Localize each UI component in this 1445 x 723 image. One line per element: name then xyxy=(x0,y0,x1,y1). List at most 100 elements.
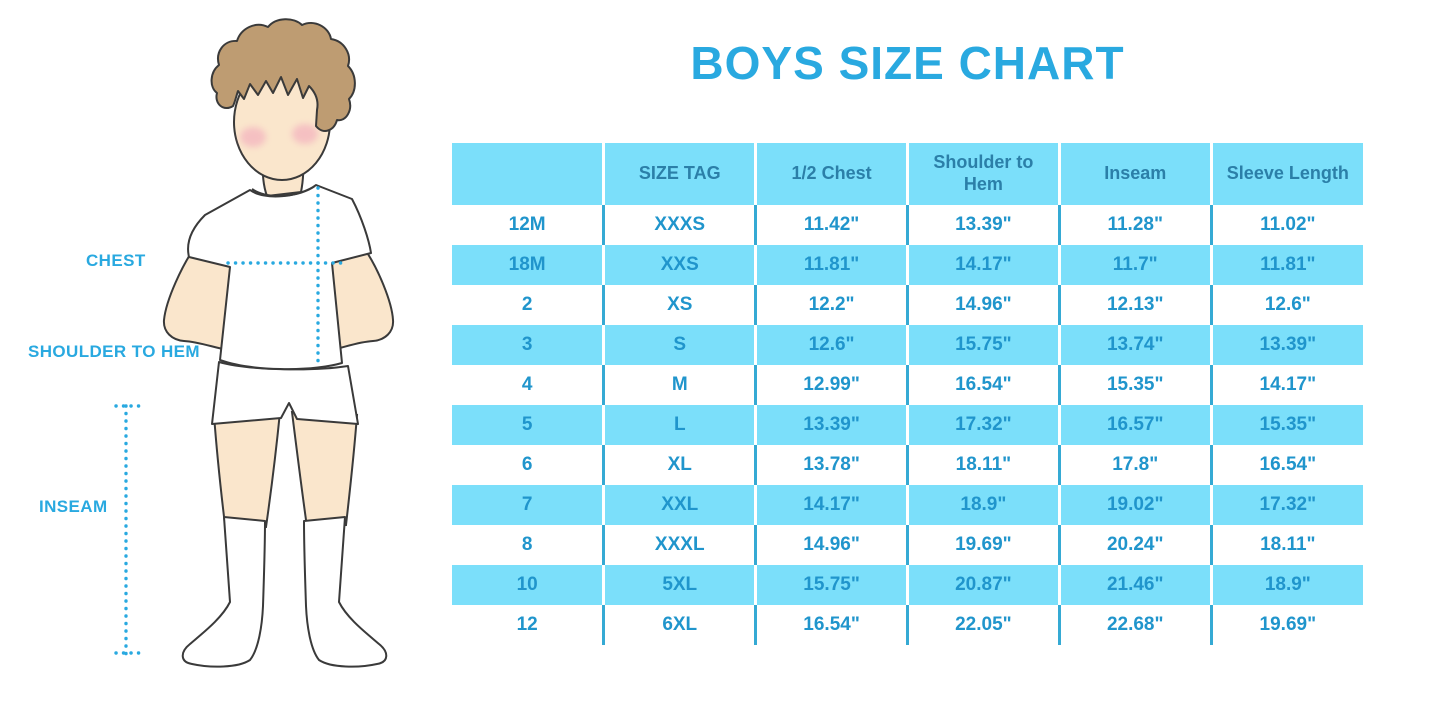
size-table-container: SIZE TAG 1/2 Chest Shoulder to Hem Inseam Sl… xyxy=(452,143,1363,645)
boy-right-cheek xyxy=(292,124,318,144)
measurement-cell: M xyxy=(602,365,756,405)
size-cell: 5 xyxy=(521,413,533,435)
measurement-cell: 21.46" xyxy=(1057,565,1212,605)
measurement-cell: XXL xyxy=(602,485,756,525)
column-header: Shoulder to Hem xyxy=(905,143,1060,205)
measurement-cell: XXS xyxy=(602,245,756,285)
measurement-cell: 11.28" xyxy=(1057,205,1212,245)
measurement-cell: 15.35" xyxy=(1209,405,1363,445)
boy-shorts xyxy=(211,361,359,425)
measurement-cell: 14.17" xyxy=(1209,365,1363,405)
measurement-cell: 18.11" xyxy=(905,445,1060,485)
measurement-cell: 11.81" xyxy=(754,245,908,285)
empty-header-cell xyxy=(452,143,604,205)
size-cell: 7 xyxy=(521,493,533,515)
size-cell: 8 xyxy=(521,533,533,555)
boy-right-leg xyxy=(290,410,359,529)
table-row: 5 L 13.39" 17.32" 16.57" 15.35" xyxy=(452,405,1363,445)
page-title: BOYS SIZE CHART xyxy=(690,37,1125,89)
table-row: 3 S 12.6" 15.75" 13.74" 13.39" xyxy=(452,325,1363,365)
measurement-cell: 19.69" xyxy=(905,525,1060,565)
measurement-cell: 17.8" xyxy=(1057,445,1212,485)
table-row: 6 XL 13.78" 18.11" 17.8" 16.54" xyxy=(452,445,1363,485)
boy-right-sock xyxy=(303,516,388,668)
table-row: 7 XXL 14.17" 18.9" 19.02" 17.32" xyxy=(452,485,1363,525)
measurement-cell: 11.81" xyxy=(1209,245,1363,285)
measurement-cell: 12.13" xyxy=(1057,285,1212,325)
measurement-cell: L xyxy=(602,405,756,445)
size-cell: 12 xyxy=(516,613,538,635)
size-cell: 10 xyxy=(516,573,538,595)
measurement-cell: 15.75" xyxy=(754,565,908,605)
measurement-cell: 15.75" xyxy=(905,325,1060,365)
table-row: 4 M 12.99" 16.54" 15.35" 14.17" xyxy=(452,365,1363,405)
size-table-body: 12M XXXS 11.42" 13.39" 11.28" 11.02" 18M XXS 11.… xyxy=(452,205,1363,645)
column-header: Inseam xyxy=(1057,143,1212,205)
measurement-cell: 19.02" xyxy=(1057,485,1212,525)
table-row: 2 XS 12.2" 14.96" 12.13" 12.6" xyxy=(452,285,1363,325)
measurement-cell: 13.39" xyxy=(754,405,908,445)
size-cell: 18M xyxy=(508,253,546,275)
measurement-cell: 18.11" xyxy=(1209,525,1363,565)
column-header: 1/2 Chest xyxy=(754,143,908,205)
boy-illustration xyxy=(114,18,395,668)
boy-hair xyxy=(210,18,356,132)
measurement-cell: 11.7" xyxy=(1057,245,1212,285)
measurement-cell: 12.6" xyxy=(754,325,908,365)
measurement-cell: 6XL xyxy=(602,605,756,645)
measurement-cell: 11.42" xyxy=(754,205,908,245)
measurement-cell: 22.68" xyxy=(1057,605,1212,645)
measurement-cell: 12.2" xyxy=(754,285,908,325)
measurement-cell: 22.05" xyxy=(905,605,1060,645)
measurement-cell: 20.24" xyxy=(1057,525,1212,565)
measurement-cell: XXXL xyxy=(602,525,756,565)
measurement-cell: 18.9" xyxy=(1209,565,1363,605)
measurement-cell: S xyxy=(602,325,756,365)
measurement-cell: 12.6" xyxy=(1209,285,1363,325)
measurement-cell: 15.35" xyxy=(1057,365,1212,405)
size-cell: 3 xyxy=(521,333,533,355)
size-cell: 12M xyxy=(508,213,546,235)
size-cell: 4 xyxy=(521,373,533,395)
measurement-cell: 5XL xyxy=(602,565,756,605)
size-table-header: SIZE TAG 1/2 Chest Shoulder to Hem Inseam Sl… xyxy=(452,143,1363,205)
header-row: SIZE TAG 1/2 Chest Shoulder to Hem Inseam Sl… xyxy=(452,143,1363,205)
chest-label: CHEST xyxy=(86,251,146,270)
measurement-cell: 13.39" xyxy=(905,205,1060,245)
column-header: Sleeve Length xyxy=(1209,143,1363,205)
size-cell: 6 xyxy=(521,453,533,475)
measurement-cell: 17.32" xyxy=(905,405,1060,445)
measurement-cell: 12.99" xyxy=(754,365,908,405)
measurement-cell: 13.78" xyxy=(754,445,908,485)
measurement-cell: 20.87" xyxy=(905,565,1060,605)
measurement-cell: 18.9" xyxy=(905,485,1060,525)
measurement-cell: 16.57" xyxy=(1057,405,1212,445)
measurement-cell: 19.69" xyxy=(1209,605,1363,645)
table-row: 8 XXXL 14.96" 19.69" 20.24" 18.11" xyxy=(452,525,1363,565)
measurement-cell: 16.54" xyxy=(754,605,908,645)
measurement-cell: 14.17" xyxy=(905,245,1060,285)
column-header: SIZE TAG xyxy=(602,143,756,205)
measurement-cell: XL xyxy=(602,445,756,485)
measurement-cell: 11.02" xyxy=(1209,205,1363,245)
measurement-cell: 16.54" xyxy=(1209,445,1363,485)
measurement-cell: 13.39" xyxy=(1209,325,1363,365)
measurement-cell: 13.74" xyxy=(1057,325,1212,365)
boy-left-leg xyxy=(212,410,282,529)
measurement-cell: 16.54" xyxy=(905,365,1060,405)
size-table: SIZE TAG 1/2 Chest Shoulder to Hem Inseam Sl… xyxy=(452,143,1363,645)
measurement-cell: 14.96" xyxy=(905,285,1060,325)
boy-left-sock xyxy=(181,516,266,668)
shoulder-to-hem-label: SHOULDER TO HEM xyxy=(28,342,200,361)
measurement-diagram: CHEST SHOULDER TO HEM INSEAM xyxy=(0,0,450,723)
measurement-cell: 17.32" xyxy=(1209,485,1363,525)
table-row: 12M XXXS 11.42" 13.39" 11.28" 11.02" xyxy=(452,205,1363,245)
measurement-cell: 14.96" xyxy=(754,525,908,565)
measurement-cell: 14.17" xyxy=(754,485,908,525)
boy-collar xyxy=(251,185,316,197)
size-cell: 2 xyxy=(521,293,533,315)
measurement-cell: XS xyxy=(602,285,756,325)
table-row: 12 6XL 16.54" 22.05" 22.68" 19.69" xyxy=(452,605,1363,645)
table-row: 18M XXS 11.81" 14.17" 11.7" 11.81" xyxy=(452,245,1363,285)
table-row: 10 5XL 15.75" 20.87" 21.46" 18.9" xyxy=(452,565,1363,605)
